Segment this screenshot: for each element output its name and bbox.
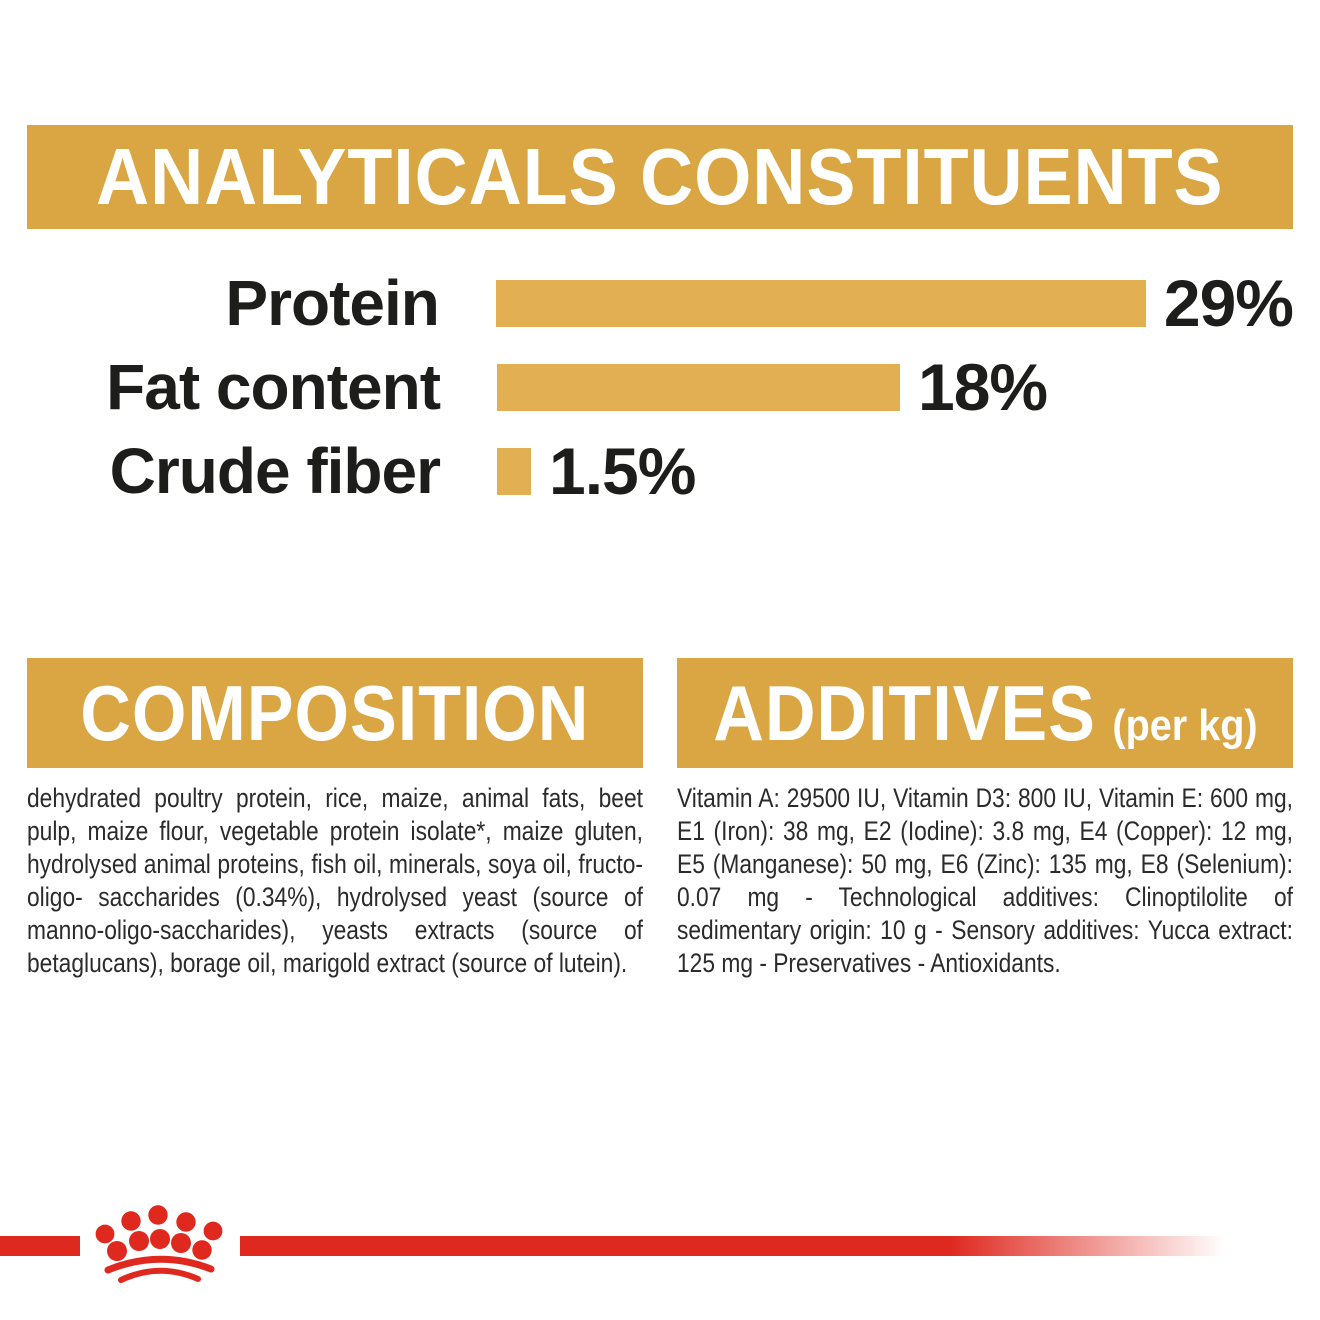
additives-header: ADDITIVES (per kg) bbox=[677, 658, 1293, 768]
additives-section: ADDITIVES (per kg) Vitamin A: 29500 IU, … bbox=[677, 658, 1293, 980]
brand-line-right bbox=[240, 1236, 1225, 1256]
composition-title: COMPOSITION bbox=[80, 668, 590, 757]
composition-header: COMPOSITION bbox=[27, 658, 643, 768]
chart-value-fat-content: 18% bbox=[918, 350, 1048, 424]
chart-row-crude-fiber: Crude fiber 1.5% bbox=[27, 429, 1293, 513]
additives-title-unit: (per kg) bbox=[1111, 700, 1258, 750]
chart-value-protein: 29% bbox=[1163, 266, 1294, 340]
chart-value-crude-fiber: 1.5% bbox=[549, 434, 696, 508]
additives-body: Vitamin A: 29500 IU, Vitamin D3: 800 IU,… bbox=[677, 783, 1293, 978]
analyticals-title: ANALYTICALS CONSTITUENTS bbox=[96, 132, 1224, 221]
brand-line-left bbox=[0, 1236, 80, 1256]
chart-bar-fat-content bbox=[497, 363, 900, 411]
chart-label-protein: Protein bbox=[225, 267, 439, 339]
chart-label-fat-content: Fat content bbox=[106, 351, 441, 423]
chart-row-fat-content: Fat content 18% bbox=[27, 345, 1293, 429]
additives-title: ADDITIVES bbox=[712, 668, 1096, 757]
chart-bar-crude-fiber bbox=[497, 447, 531, 495]
analyticals-header-band: ANALYTICALS CONSTITUENTS bbox=[27, 125, 1293, 229]
chart-bar-protein bbox=[495, 279, 1146, 327]
chart-label-crude-fiber: Crude fiber bbox=[109, 435, 441, 507]
chart-row-protein: Protein 29% bbox=[27, 261, 1294, 345]
royal-canin-crown-icon bbox=[95, 1205, 223, 1283]
analyticals-chart: Protein 29% Fat content 18% Crude fiber … bbox=[27, 261, 1294, 513]
composition-body: dehydrated poultry protein, rice, maize,… bbox=[27, 783, 643, 978]
composition-section: COMPOSITION dehydrated poultry protein, … bbox=[27, 658, 643, 980]
